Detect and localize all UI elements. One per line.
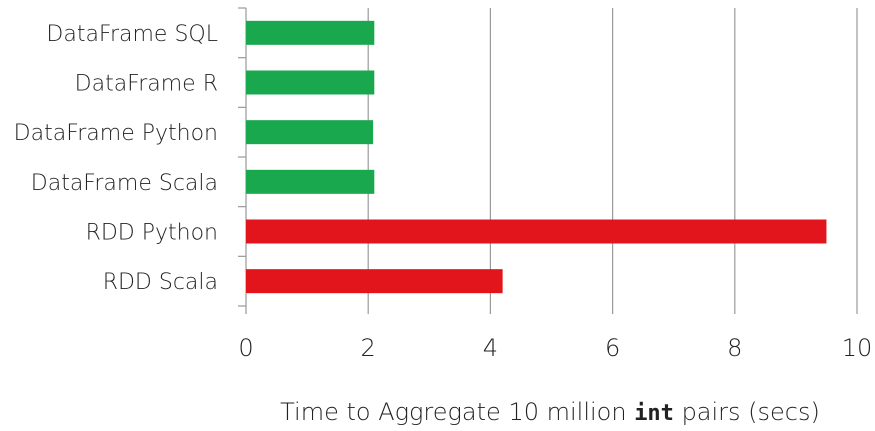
bars xyxy=(246,20,827,294)
bar xyxy=(246,20,375,45)
category-label: DataFrame SQL xyxy=(46,22,218,47)
bar xyxy=(246,219,827,244)
x-axis-label-code: int xyxy=(634,401,674,426)
x-axis-label-prefix: Time to Aggregate 10 million xyxy=(280,398,634,426)
category-label: RDD Python xyxy=(86,221,218,246)
x-tick-labels: 0 2 4 6 8 10 xyxy=(238,334,872,362)
x-axis-label-suffix: pairs (secs) xyxy=(674,398,820,426)
category-label: DataFrame R xyxy=(75,72,218,97)
bar xyxy=(246,169,375,194)
bar xyxy=(246,269,503,294)
x-tick-label: 2 xyxy=(361,334,376,362)
category-labels: DataFrame SQL DataFrame R DataFrame Python… xyxy=(14,22,218,295)
category-label: DataFrame Python xyxy=(14,121,218,146)
x-tick-label: 0 xyxy=(238,334,253,362)
x-axis-label: Time to Aggregate 10 million int pairs (… xyxy=(280,398,820,426)
x-tick-label: 10 xyxy=(842,334,873,362)
x-tick-label: 8 xyxy=(727,334,742,362)
bar xyxy=(246,120,374,145)
category-label: RDD Scala xyxy=(103,270,218,295)
x-tick-label: 6 xyxy=(605,334,620,362)
category-label: DataFrame Scala xyxy=(31,171,218,196)
bar xyxy=(246,70,375,95)
x-tick-label: 4 xyxy=(483,334,498,362)
grid-lines xyxy=(245,8,858,314)
y-axis xyxy=(238,7,246,307)
